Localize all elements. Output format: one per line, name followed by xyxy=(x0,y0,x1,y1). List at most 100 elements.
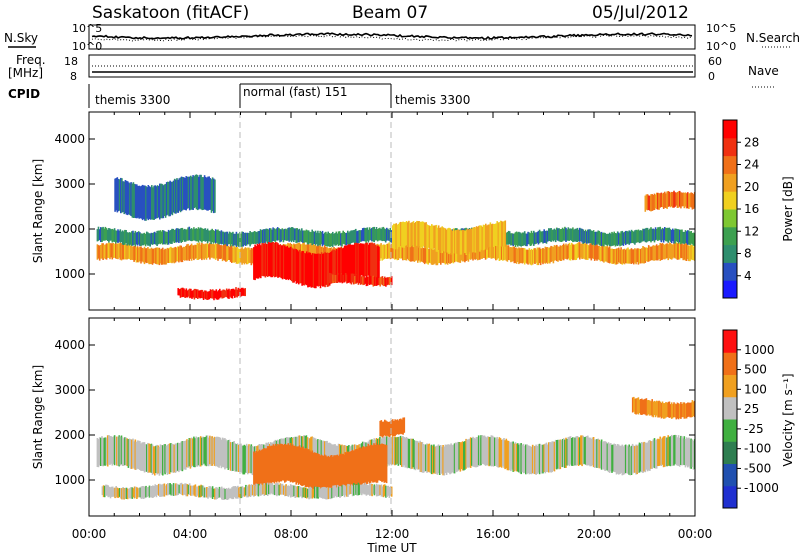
heatmap-cell xyxy=(195,289,198,299)
heatmap-cell xyxy=(231,442,233,472)
heatmap-cell xyxy=(400,221,402,246)
heatmap-cell xyxy=(654,227,657,241)
heatmap-cell xyxy=(538,443,541,475)
heatmap-cell xyxy=(188,226,191,241)
heatmap-cell xyxy=(583,243,586,259)
heatmap-cell xyxy=(381,486,384,497)
heatmap-cell xyxy=(543,229,545,243)
heatmap-cell xyxy=(374,244,377,277)
heatmap-cell xyxy=(506,245,509,262)
heatmap-cell xyxy=(661,193,664,208)
heatmap-cell xyxy=(588,245,590,259)
heatmap-cell xyxy=(668,242,671,259)
heatmap-cell xyxy=(285,247,287,280)
heatmap-cell xyxy=(394,224,396,250)
heatmap-cell xyxy=(191,485,193,496)
heatmap-cell xyxy=(654,440,657,469)
heatmap-cell xyxy=(590,230,593,244)
heatmap-cell xyxy=(154,484,156,496)
heatmap-cell xyxy=(186,229,188,241)
heatmap-cell xyxy=(111,228,114,243)
heatmap-cell xyxy=(382,244,385,260)
heatmap-cell xyxy=(386,227,388,241)
heatmap-cell xyxy=(144,248,147,263)
heatmap-cell xyxy=(348,244,350,280)
heatmap-cell xyxy=(366,242,369,276)
heatmap-cell xyxy=(393,421,395,437)
heatmap-cell xyxy=(591,437,594,466)
heatmap-cell xyxy=(328,457,331,495)
heatmap-cell xyxy=(582,242,584,259)
heatmap-cell xyxy=(680,402,682,419)
heatmap-cell xyxy=(292,485,294,497)
heatmap-cell xyxy=(681,192,683,207)
heatmap-cell xyxy=(297,229,300,243)
heatmap-cell xyxy=(221,290,223,299)
heatmap-cell xyxy=(115,230,117,244)
heatmap-cell xyxy=(212,437,215,465)
heatmap-cell xyxy=(96,438,99,467)
heatmap-cell xyxy=(378,484,380,496)
heatmap-cell xyxy=(450,443,452,474)
heatmap-cell xyxy=(165,249,168,265)
heatmap-cell xyxy=(529,446,532,474)
heatmap-cell xyxy=(627,247,629,264)
heatmap-cell xyxy=(386,277,388,286)
heatmap-cell xyxy=(381,245,383,261)
heatmap-cell xyxy=(118,230,120,242)
heatmap-cell xyxy=(450,229,453,255)
heatmap-cell xyxy=(387,228,389,241)
noise-tick-right-top: 10^5 xyxy=(706,22,736,35)
heatmap-cell xyxy=(177,484,179,495)
heatmap-cell xyxy=(175,247,178,262)
heatmap-cell xyxy=(348,484,350,495)
heatmap-cell xyxy=(306,449,309,487)
heatmap-cell xyxy=(597,245,599,260)
heatmap-cell xyxy=(561,439,564,468)
heatmap-cell xyxy=(589,243,591,259)
heatmap-cell xyxy=(363,484,365,495)
heatmap-cell xyxy=(363,276,365,285)
heatmap-cell xyxy=(575,436,578,466)
heatmap-cell xyxy=(320,440,323,469)
heatmap-cell xyxy=(148,233,150,246)
heatmap-cell xyxy=(307,230,310,245)
heatmap-cell xyxy=(147,442,149,473)
heatmap-cell xyxy=(378,445,381,481)
heatmap-cell xyxy=(319,439,321,469)
heatmap-cell xyxy=(670,402,673,419)
heatmap-cell xyxy=(525,249,527,263)
heatmap-cell xyxy=(320,252,323,286)
heatmap-cell xyxy=(236,443,239,472)
heatmap-cell xyxy=(375,483,378,497)
heatmap-cell xyxy=(155,247,157,264)
noise-panel-frame xyxy=(88,24,696,50)
heatmap-cell xyxy=(219,437,222,466)
heatmap-cell xyxy=(195,244,197,259)
heatmap-cell xyxy=(130,487,132,499)
heatmap-cell xyxy=(158,446,161,476)
heatmap-cell xyxy=(113,228,116,242)
heatmap-cell xyxy=(166,231,169,245)
heatmap-cell xyxy=(197,437,200,466)
heatmap-cell xyxy=(260,450,262,488)
heatmap-cell xyxy=(320,232,323,245)
heatmap-cell xyxy=(104,437,107,466)
heatmap-cell xyxy=(418,442,420,470)
heatmap-cell xyxy=(101,436,103,466)
heatmap-cell xyxy=(237,485,239,499)
heatmap-cell xyxy=(325,455,327,493)
heatmap-cell xyxy=(121,488,123,500)
heatmap-cell xyxy=(143,246,146,265)
heatmap-cell xyxy=(677,243,680,260)
heatmap-cell xyxy=(141,247,143,262)
heatmap-cell xyxy=(247,232,249,245)
heatmap-cell xyxy=(223,289,226,298)
heatmap-cell xyxy=(265,228,267,242)
y-tick-label: 1000 xyxy=(54,267,85,281)
heatmap-cell xyxy=(156,247,158,265)
noise-tick-left-top: 10^5 xyxy=(72,22,102,35)
heatmap-cell xyxy=(519,248,521,264)
heatmap-cell xyxy=(121,243,124,260)
heatmap-cell xyxy=(108,486,111,497)
